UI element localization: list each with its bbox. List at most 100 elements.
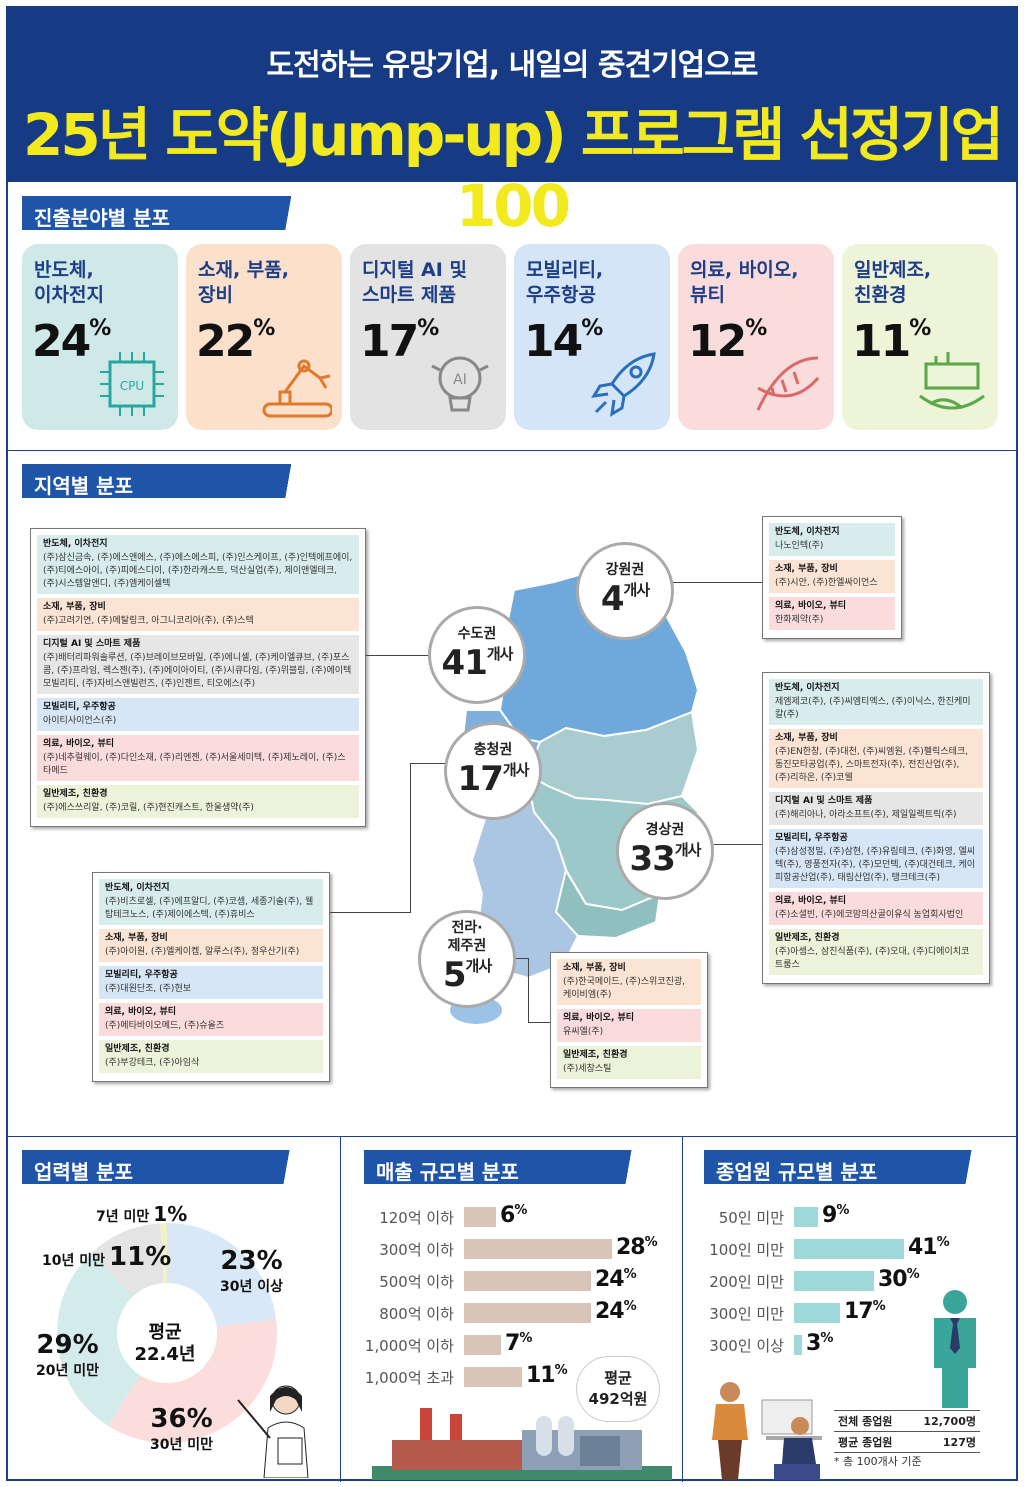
percent-sign: % xyxy=(253,316,275,341)
region-count: 33개사 xyxy=(629,839,702,879)
section-title-sales: 매출 규모별 분포 xyxy=(364,1150,662,1184)
percent-sign: % xyxy=(644,1235,658,1250)
employee-bar-label: 100인 미만 xyxy=(709,1241,784,1259)
region-name: 수도권 xyxy=(457,626,497,642)
employee-bar xyxy=(794,1271,874,1291)
section-title-employees: 종업원 규모별 분포 xyxy=(704,1150,1002,1184)
region-name: 경상권 xyxy=(645,822,685,838)
ai-bulb-icon: AI xyxy=(431,356,489,412)
percent-sign: % xyxy=(909,316,931,341)
employee-bar-value: 30% xyxy=(878,1267,920,1292)
percent-sign: % xyxy=(186,1404,213,1434)
age-slice-percent: 23% xyxy=(220,1246,283,1276)
age-avg-value: 22.4년 xyxy=(134,1344,196,1365)
employee-summary-key: 평균 종업원 xyxy=(838,1436,893,1449)
percent-sign: % xyxy=(554,1363,568,1378)
company-list: (주)메타바이오메드, (주)슈올즈 xyxy=(105,1021,225,1031)
employee-summary-value: 12,700명 xyxy=(923,1415,976,1428)
field-card-name: 의료, 바이오, 뷰티 xyxy=(690,259,799,306)
sales-bar xyxy=(464,1207,496,1227)
company-category-row: 일반제조, 친환경 (주)부강테크, (주)아임삭 xyxy=(99,1040,323,1073)
sales-avg-value: 492억원 xyxy=(588,1390,648,1408)
employee-bar xyxy=(794,1335,802,1355)
region-bubble: 경상권 33개사 xyxy=(616,802,714,900)
age-slice-percent: 29% xyxy=(36,1330,99,1360)
field-card: 반도체, 이차전지 24% CPU xyxy=(22,244,178,430)
region-count-unit: 개사 xyxy=(623,581,651,599)
section-title-field: 진출분야별 분포 xyxy=(22,196,322,230)
region-box-gangwon: 반도체, 이차전지 나노인텍(주) 소재, 부품, 장비 (주)시안, (주)한엘싸이… xyxy=(762,516,902,639)
percent-sign: % xyxy=(514,1203,527,1218)
age-slice-text: 30년 이상 xyxy=(220,1279,283,1295)
company-category-row: 소재, 부품, 장비 (주)한국메이드, (주)스위코진광, 케이비엠(주) xyxy=(557,959,701,1005)
company-category-title: 일반제조, 친환경 xyxy=(563,1050,628,1060)
section-title-age: 업력별 분포 xyxy=(22,1150,320,1184)
company-category-row: 소재, 부품, 장비 (주)고려기연, (주)메탈링크, 아그니코리아(주), (… xyxy=(37,598,359,631)
svg-text:AI: AI xyxy=(453,372,467,388)
region-count-unit: 개사 xyxy=(674,841,702,859)
region-box-chungcheong: 반도체, 이차전지 (주)비츠로셀, (주)에프알디, (주)코셈, 세종기술(주… xyxy=(92,872,330,1082)
company-category-row: 반도체, 이차전지 (주)삼신금속, (주)에스앤에스, (주)에스에스피, (주… xyxy=(37,535,359,594)
connector xyxy=(528,1022,550,1023)
sales-bar-label: 500억 이하 xyxy=(379,1273,454,1291)
field-card-percent: 22% xyxy=(196,316,275,367)
company-list: (주)아셈스, 삼진식품(주), (주)오대, (주)디에이치코트룸스 xyxy=(775,947,970,970)
divider xyxy=(6,450,1018,451)
percent-sign: % xyxy=(906,1267,920,1282)
region-box-capital: 반도체, 이차전지 (주)삼신금속, (주)에스앤에스, (주)에스에스피, (주… xyxy=(30,528,366,827)
field-card: 소재, 부품, 장비 22% xyxy=(186,244,342,430)
company-category-title: 의료, 바이오, 뷰티 xyxy=(43,739,115,749)
age-slice-percent: 1% xyxy=(153,1202,188,1226)
percent-sign: % xyxy=(581,316,603,341)
age-slice-text: 30년 미만 xyxy=(150,1437,213,1453)
field-card-name: 소재, 부품, 장비 xyxy=(198,259,289,306)
company-category-row: 반도체, 이차전지 제엠제코(주), (주)씨엠티엑스, (주)이닉스, 한진케미… xyxy=(769,679,983,725)
company-category-row: 모빌리티, 우주항공 (주)대원단조, (주)현보 xyxy=(99,966,323,999)
company-category-row: 의료, 바이오, 뷰티 한화제약(주) xyxy=(769,597,895,630)
company-list: (주)삼신금속, (주)에스앤에스, (주)에스에스피, (주)인스케이프, (… xyxy=(43,553,353,589)
woman-presenter-icon xyxy=(237,1385,309,1478)
sales-bar-value: 7% xyxy=(505,1331,532,1356)
employee-bar-label: 300인 이상 xyxy=(709,1337,784,1355)
sales-bar-label: 800억 이하 xyxy=(379,1305,454,1323)
age-slice-label: 29% 20년 미만 xyxy=(36,1330,99,1380)
percent-sign: % xyxy=(836,1203,849,1218)
sales-bar-label: 300억 이하 xyxy=(379,1241,454,1259)
employee-bar-label: 200인 미만 xyxy=(709,1273,784,1291)
field-card: 디지털 AI 및 스마트 제품 17% AI xyxy=(350,244,506,430)
company-list: 한화제약(주) xyxy=(775,615,824,625)
company-list: (주)부강테크, (주)아임삭 xyxy=(105,1058,200,1068)
company-category-title: 일반제조, 친환경 xyxy=(105,1044,170,1054)
sales-bar-value: 28% xyxy=(616,1235,658,1260)
sales-bar-label: 120억 이하 xyxy=(379,1209,454,1227)
region-count-unit: 개사 xyxy=(486,645,514,663)
sales-bar xyxy=(464,1271,591,1291)
cpu-icon: CPU xyxy=(100,352,164,416)
employee-bar-value: 9% xyxy=(822,1203,849,1228)
sales-bar xyxy=(464,1239,612,1259)
company-category-title: 모빌리티, 우주항공 xyxy=(105,970,178,980)
employee-bar-label: 300인 미만 xyxy=(709,1305,784,1323)
company-list: (주)소셜빈, (주)에코맘의산골이유식 농업회사법인 xyxy=(775,910,964,920)
company-list: (주)한국메이드, (주)스위코진광, 케이비엠(주) xyxy=(563,977,685,1000)
sales-bar-value: 6% xyxy=(500,1203,527,1228)
company-category-title: 디지털 AI 및 스마트 제품 xyxy=(43,639,141,649)
field-card-name: 디지털 AI 및 스마트 제품 xyxy=(362,259,467,306)
region-count: 17개사 xyxy=(457,759,530,799)
age-slice-label: 23% 30년 이상 xyxy=(220,1246,283,1296)
company-category-title: 소재, 부품, 장비 xyxy=(43,602,106,612)
pie-slice xyxy=(167,1223,277,1327)
company-list: (주)EN한창, (주)대천, (주)씨엠원, (주)펠릭스테크, 동진모타공업… xyxy=(775,747,969,783)
age-slice-text: 20년 미만 xyxy=(36,1363,99,1379)
company-category-row: 모빌리티, 우주항공 (주)삼성정밀, (주)삼현, (주)유림테크, (주)화영… xyxy=(769,829,983,888)
dna-icon xyxy=(756,356,820,411)
region-box-jeolla: 소재, 부품, 장비 (주)한국메이드, (주)스위코진광, 케이비엠(주) 의료,… xyxy=(550,952,708,1088)
connector xyxy=(330,912,410,913)
connector xyxy=(512,958,528,959)
section-title-region: 지역별 분포 xyxy=(22,464,322,498)
sales-avg-badge: 평균 492억원 xyxy=(576,1356,660,1422)
company-category-title: 소재, 부품, 장비 xyxy=(105,933,168,943)
company-list: (주)아이원, (주)엘케이켐, 알루스(주), 정우산기(주) xyxy=(105,947,300,957)
company-category-row: 일반제조, 친환경 (주)세창스틸 xyxy=(557,1046,701,1079)
company-category-row: 모빌리티, 우주항공 아이티사이언스(주) xyxy=(37,698,359,731)
